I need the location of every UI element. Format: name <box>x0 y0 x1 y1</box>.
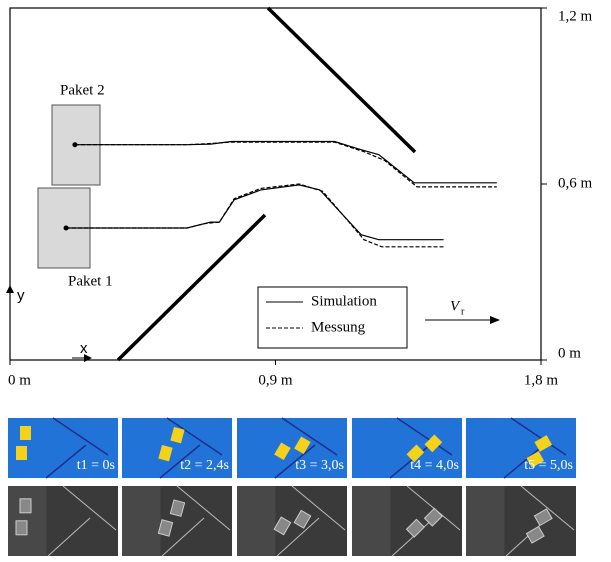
package-label: Paket 2 <box>60 82 105 98</box>
wall <box>118 215 265 360</box>
x-tick-label: 1,8 m <box>524 372 559 388</box>
trajectory <box>75 142 497 187</box>
sim-package <box>16 446 27 460</box>
photo-shade <box>237 486 276 556</box>
snapshot-label: t1 = 0s <box>77 458 115 473</box>
trajectory <box>75 142 497 183</box>
y-tick-label: 1,2 m <box>558 8 593 24</box>
photo-package <box>16 521 27 535</box>
figure: Paket 2 Paket 1 y x V r 0 m 0,9 m 1,8 m 0 m… <box>0 0 611 562</box>
package-label: Paket 1 <box>68 273 113 289</box>
x-tick-label: 0 m <box>8 372 31 388</box>
x-tick-label: 0,9 m <box>258 372 293 388</box>
y-axis-label: y <box>17 287 25 304</box>
y-arrowhead <box>6 285 14 293</box>
trajectory <box>66 184 444 247</box>
photo-shade <box>352 486 391 556</box>
velocity-subscript: r <box>461 306 465 317</box>
y-tick-label: 0,6 m <box>558 175 593 191</box>
sim-package <box>20 426 31 440</box>
page: Paket 2 Paket 1 y x V r 0 m 0,9 m 1,8 m 0 m… <box>0 0 611 562</box>
snapshot-label: t2 = 2,4s <box>180 458 229 473</box>
snapshot-label: t3 = 3,0s <box>295 458 344 473</box>
velocity-arrowhead <box>490 316 500 324</box>
legend-label: Messung <box>311 319 366 335</box>
photo-shade <box>466 486 505 556</box>
photo-package <box>20 499 31 513</box>
legend-label: Simulation <box>311 293 377 309</box>
photo-shade <box>122 486 161 556</box>
trajectory <box>66 185 444 240</box>
snapshot-label: t5 = 5,0s <box>524 458 573 473</box>
wall <box>268 8 415 152</box>
velocity-label: V <box>450 298 461 314</box>
snapshot-label: t4 = 4,0s <box>410 458 459 473</box>
x-axis-label: x <box>80 340 88 357</box>
y-tick-label: 0 m <box>558 345 581 361</box>
